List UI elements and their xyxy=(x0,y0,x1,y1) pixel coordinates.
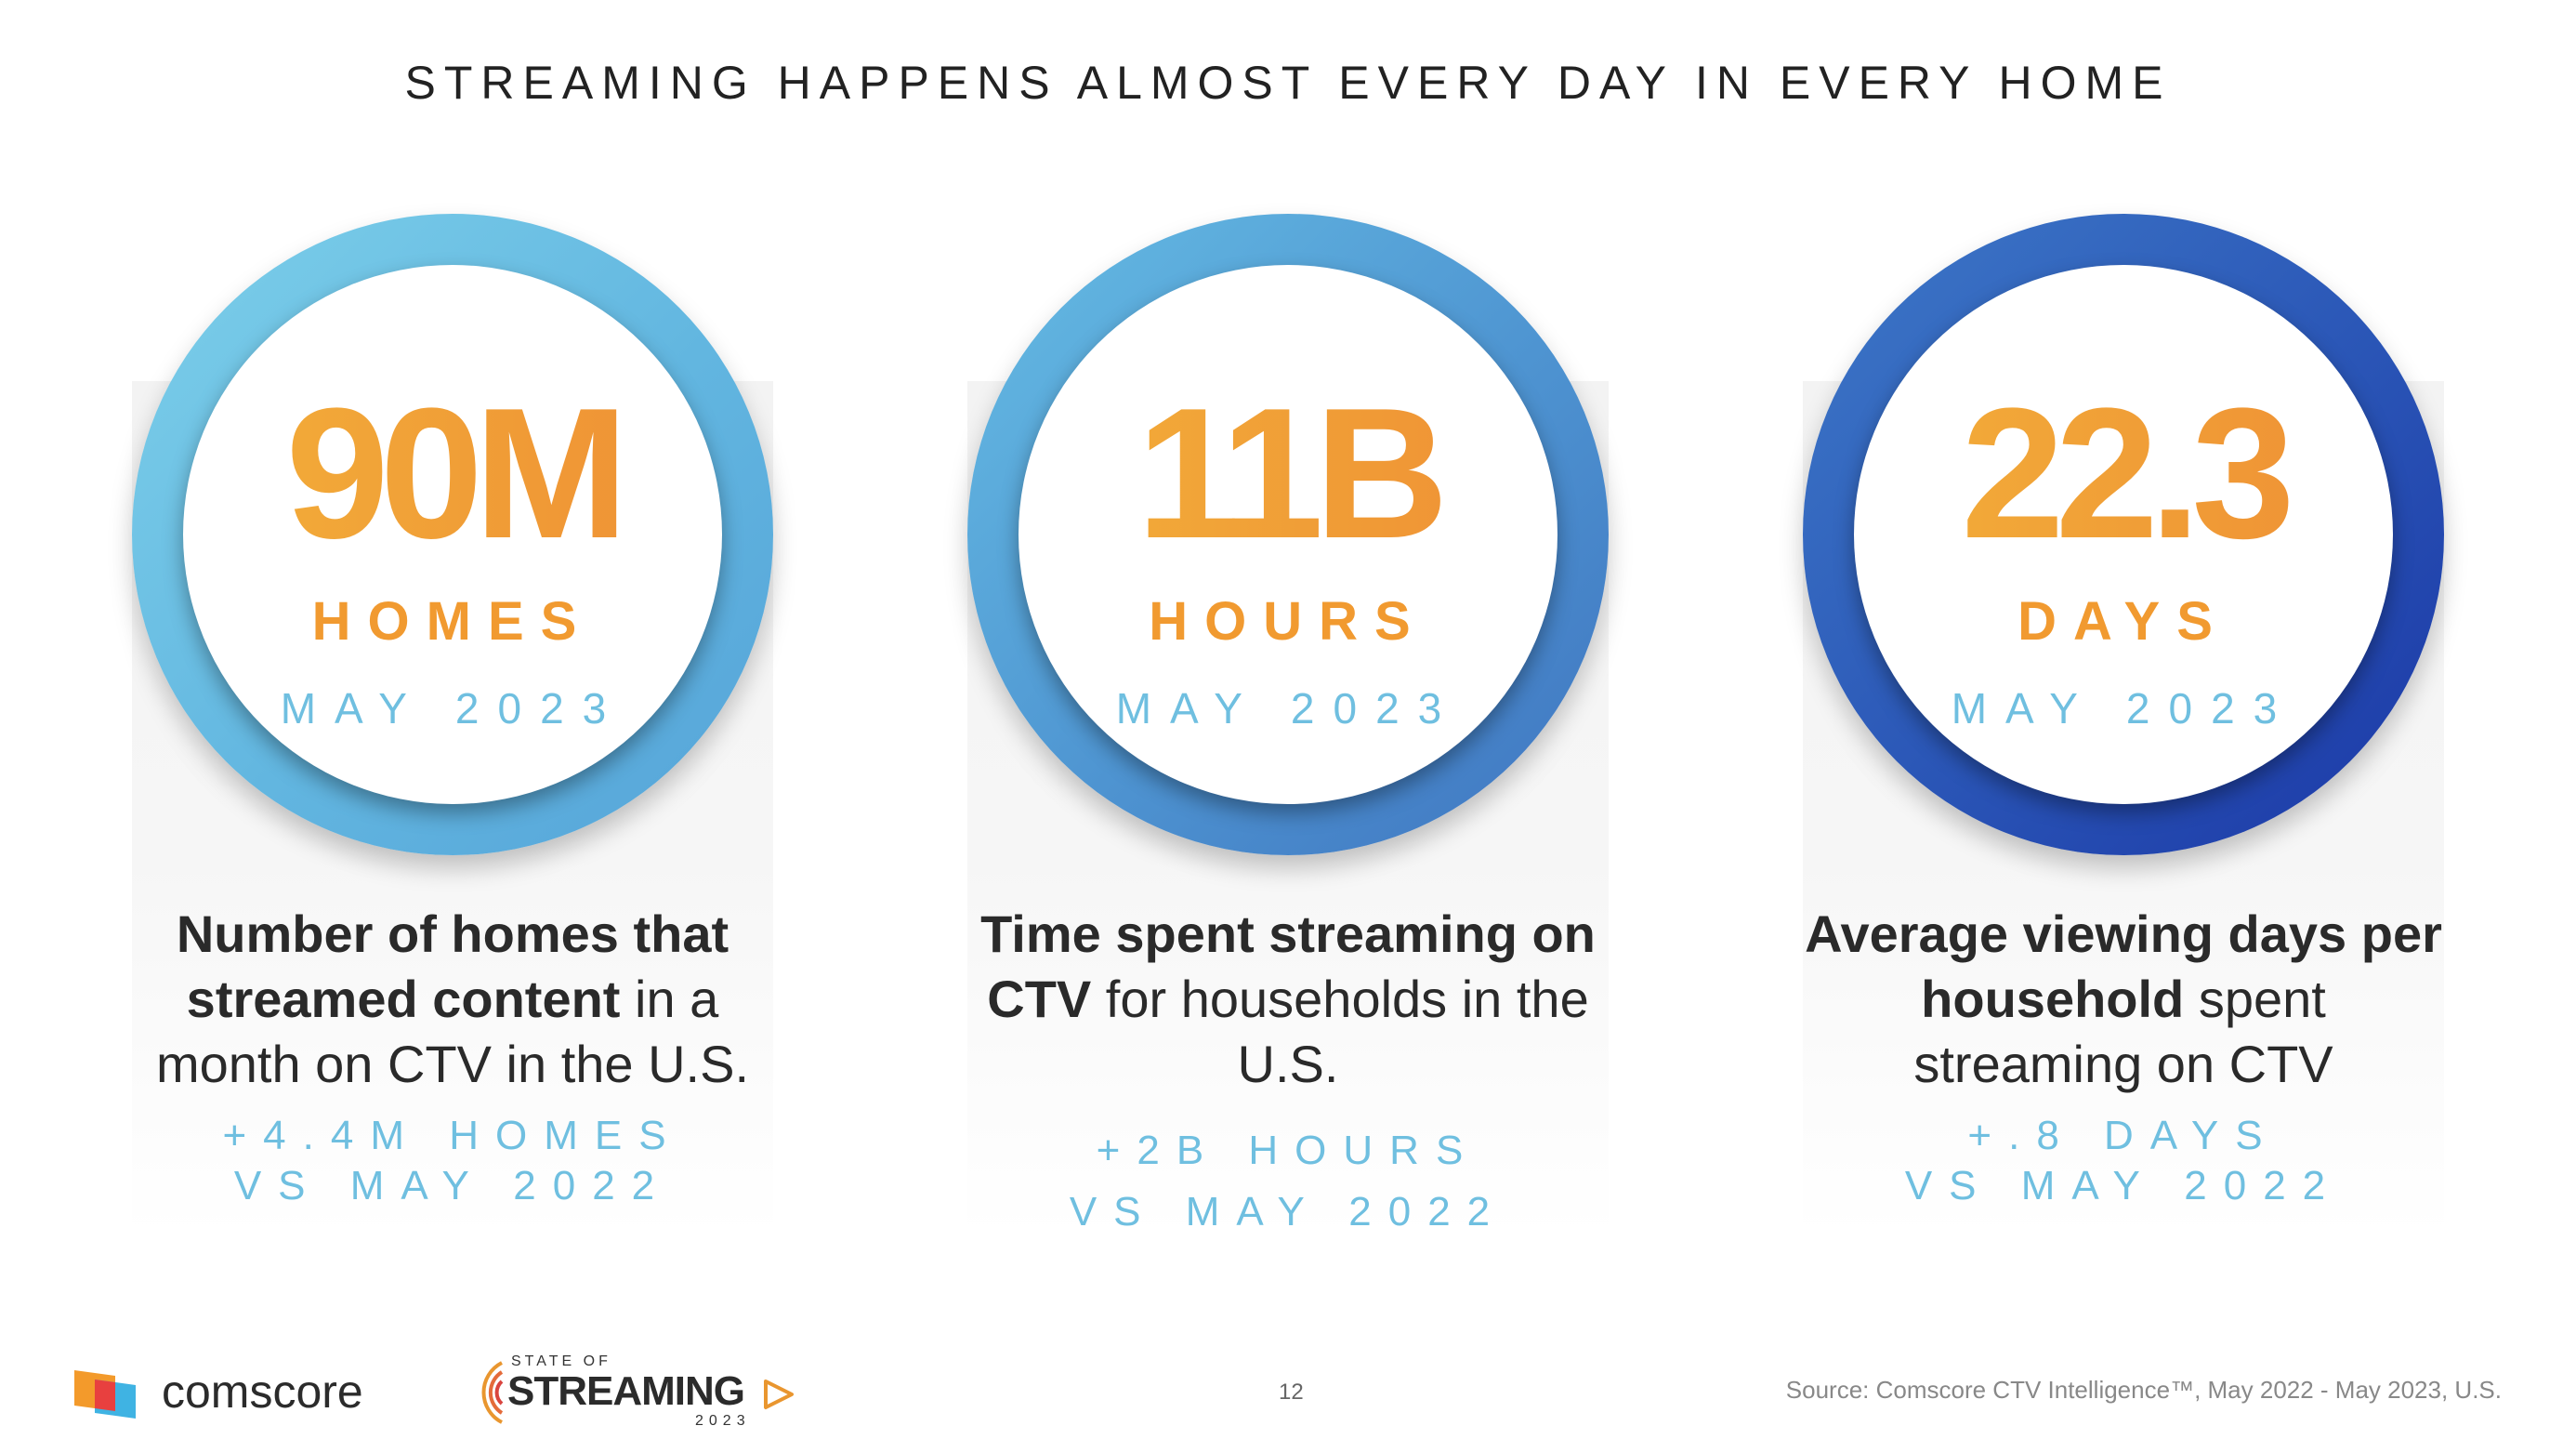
state-of-streaming-logo: STATE OF STREAMING 2023 xyxy=(465,1348,799,1432)
stat-description-rest: spent streaming on CTV xyxy=(1913,970,2333,1093)
stat-delta: +.8 DAYS VS MAY 2022 xyxy=(1803,1111,2444,1211)
stat-description: Average viewing days per household spent… xyxy=(1803,902,2444,1097)
sos-main-text: STREAMING xyxy=(507,1368,745,1414)
stat-description-bold: Average viewing days per household xyxy=(1805,904,2442,1028)
stat-date: MAY 2023 xyxy=(280,684,625,733)
stat-date: MAY 2023 xyxy=(1115,684,1461,733)
stat-description-rest: in a month on CTV in the U.S. xyxy=(155,970,750,1093)
stat-delta-line-2: VS MAY 2022 xyxy=(1069,1189,1507,1234)
page-title: STREAMING HAPPENS ALMOST EVERY DAY IN EV… xyxy=(404,57,2172,109)
stat-card-homes: 90M HOMES MAY 2023 Number of homes that … xyxy=(132,214,773,1246)
sos-year-text: 2023 xyxy=(695,1413,751,1429)
sos-top-text: STATE OF xyxy=(511,1353,611,1369)
stat-circle xyxy=(1854,265,2393,804)
stat-value: 11B xyxy=(967,381,1609,567)
stat-card-hours: 11B HOURS MAY 2023 Time spent streaming … xyxy=(967,214,1609,1246)
comscore-logo: comscore xyxy=(74,1365,465,1430)
stat-description-bold: Number of homes that streamed content xyxy=(176,904,729,1028)
stat-date: MAY 2023 xyxy=(1951,684,2296,733)
source-note: Source: Comscore CTV Intelligence™, May … xyxy=(1785,1376,2502,1404)
stat-value: 22.3 xyxy=(1803,381,2444,567)
stat-value: 90M xyxy=(132,381,773,567)
stat-circle xyxy=(1019,265,1557,804)
stat-delta-line-2: VS MAY 2022 xyxy=(233,1163,672,1208)
stat-delta-line-1: +.8 DAYS xyxy=(1967,1113,2280,1158)
stat-delta: +4.4M HOMES VS MAY 2022 xyxy=(132,1111,773,1211)
stat-unit: HOURS xyxy=(1149,591,1427,652)
broadcast-waves-icon xyxy=(481,1361,504,1424)
comscore-logo-icon xyxy=(74,1370,136,1419)
stat-description: Number of homes that streamed content in… xyxy=(132,902,773,1097)
stat-delta-line-1: +4.4M HOMES xyxy=(222,1113,683,1158)
stat-unit: HOMES xyxy=(311,591,594,652)
page-number: 12 xyxy=(1279,1380,1304,1405)
stat-delta: +2B HOURS VS MAY 2022 xyxy=(967,1120,1609,1243)
stat-unit: DAYS xyxy=(2017,591,2229,652)
play-triangle-icon xyxy=(764,1380,794,1409)
stat-card-days: 22.3 DAYS MAY 2023 Average viewing days … xyxy=(1803,214,2444,1246)
stat-circle xyxy=(183,265,722,804)
stat-description-rest: for households in the U.S. xyxy=(1091,970,1589,1093)
comscore-wordmark: comscore xyxy=(162,1366,363,1418)
stat-description-bold: Time spent streaming on CTV xyxy=(980,904,1596,1028)
stat-delta-line-2: VS MAY 2022 xyxy=(1904,1163,2343,1208)
stat-delta-line-1: +2B HOURS xyxy=(1096,1128,1480,1173)
stat-description: Time spent streaming on CTV for househol… xyxy=(967,902,1609,1097)
